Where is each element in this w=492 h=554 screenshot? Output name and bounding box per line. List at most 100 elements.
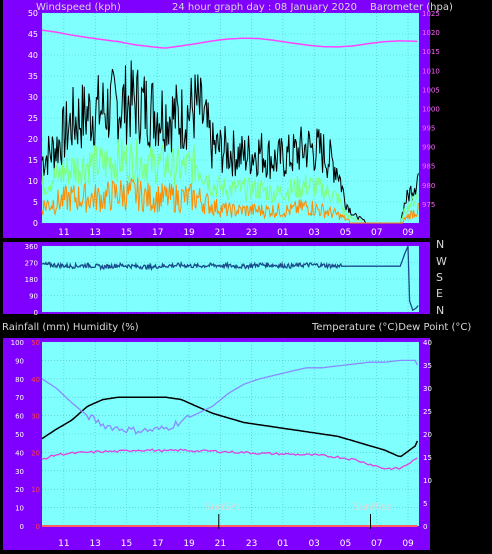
temperature-line: [41, 396, 419, 458]
barometer-tick-label-9: 1020: [422, 29, 440, 37]
sunset-label: SunSet: [205, 502, 241, 513]
barometer-tick-label-10: 1025: [422, 10, 440, 18]
barometer-tick-label-6: 1005: [422, 86, 440, 94]
sunrise-label: SunRise: [353, 502, 393, 513]
temp-x-tick-label-8: 03: [308, 539, 319, 549]
wind-x-tick-label-9: 05: [340, 228, 351, 238]
humidity-line: [41, 359, 418, 435]
temp-x-tick-label-11: 09: [402, 539, 414, 549]
wind-axis-title: Windspeed (kph): [36, 2, 121, 13]
compass-west: W: [436, 255, 447, 268]
wind-direction-line: [41, 245, 419, 312]
wind-tick-label-6: 30: [28, 93, 38, 102]
barometer-tick-label-7: 1010: [422, 67, 440, 75]
temperature-tick-label-7: 35: [423, 362, 432, 370]
compass-north-bottom: N: [436, 304, 444, 317]
barometer-tick-label-1: 980: [422, 182, 435, 190]
humidity-tick-label-0: 0: [20, 523, 24, 531]
wind-x-tick-label-3: 17: [152, 228, 163, 238]
temperature-grid: [42, 341, 419, 527]
humidity-tick-label-9: 90: [15, 357, 24, 365]
wind-tick-label-10: 50: [28, 9, 38, 18]
wind-tick-label-5: 25: [28, 114, 38, 123]
wind-tick-label-0: 0: [33, 219, 38, 228]
temp-x-tick-label-3: 17: [152, 539, 163, 549]
direction-tick-label-3: 270: [25, 260, 38, 268]
temp-x-tick-label-5: 21: [215, 539, 226, 549]
compass-south: S: [436, 271, 443, 284]
wind-series: [41, 29, 419, 224]
temp-x-tick-label-4: 19: [183, 539, 195, 549]
temperature-tick-label-8: 40: [423, 339, 432, 347]
wind-x-tick-label-8: 03: [308, 228, 319, 238]
wind-x-tick-label-6: 23: [246, 228, 257, 238]
temperature-tick-label-6: 30: [423, 385, 432, 393]
temp-x-tick-label-10: 07: [371, 539, 382, 549]
rain-tick-label-1: 10: [31, 486, 40, 494]
barometer-tick-label-5: 1000: [422, 105, 440, 113]
temp-x-tick-label-9: 05: [340, 539, 351, 549]
wind-gust-line: [41, 60, 419, 224]
humidity-tick-label-5: 50: [15, 431, 24, 439]
humidity-tick-label-3: 30: [15, 468, 24, 476]
direction-plot-area: [42, 246, 419, 312]
wind-tick-label-8: 40: [28, 51, 38, 60]
graph-title: 24 hour graph day : 08 January 2020: [172, 2, 357, 13]
compass-north-top: N: [436, 238, 444, 251]
wind-tick-label-1: 5: [33, 198, 38, 207]
humidity-tick-label-8: 80: [15, 376, 24, 384]
temp-x-tick-label-7: 01: [277, 539, 288, 549]
direction-tick-label-2: 180: [25, 276, 38, 284]
barometer-line: [41, 29, 418, 49]
barometer-tick-label-2: 985: [422, 163, 435, 171]
wind-x-tick-label-11: 09: [402, 228, 414, 238]
humidity-tick-label-1: 10: [15, 505, 24, 513]
wind-x-tick-label-7: 01: [277, 228, 288, 238]
wind-tick-label-7: 35: [28, 72, 38, 81]
temperature-tick-label-1: 5: [423, 500, 427, 508]
axis-ticks: 0510152025303540455097598098599099510001…: [11, 9, 440, 549]
humidity-tick-label-7: 70: [15, 394, 24, 402]
rain-humidity-axis-title: Rainfall (mm) Humidity (%): [2, 322, 139, 333]
temperature-axis-title: Temperature (°C)Dew Point (°C): [311, 322, 471, 333]
direction-tick-label-0: 0: [34, 309, 38, 317]
wind-lull-line: [41, 177, 419, 224]
rain-tick-label-4: 40: [31, 376, 40, 384]
barometer-axis-title: Barometer (hpa): [370, 2, 453, 13]
humidity-tick-label-2: 20: [15, 486, 24, 494]
wind-average-line: [41, 138, 419, 224]
humidity-tick-label-6: 60: [15, 413, 24, 421]
temperature-plot-area: [42, 342, 419, 526]
wind-x-tick-label-10: 07: [371, 228, 382, 238]
barometer-tick-label-3: 990: [422, 144, 435, 152]
barometer-tick-label-4: 995: [422, 125, 435, 133]
barometer-tick-label-8: 1015: [422, 48, 440, 56]
humidity-tick-label-10: 100: [11, 339, 24, 347]
wind-x-tick-label-4: 19: [183, 228, 195, 238]
rain-tick-label-0: 0: [36, 523, 40, 531]
temp-x-tick-label-1: 13: [89, 539, 100, 549]
temp-x-tick-label-0: 11: [58, 539, 69, 549]
wind-x-tick-label-2: 15: [121, 228, 132, 238]
direction-series: [41, 245, 419, 312]
temperature-tick-label-3: 15: [423, 454, 432, 462]
dewpoint-line: [41, 448, 418, 471]
temperature-tick-label-5: 25: [423, 408, 432, 416]
wind-x-tick-label-0: 11: [58, 228, 69, 238]
wind-x-tick-label-5: 21: [215, 228, 226, 238]
temperature-series: [41, 359, 419, 529]
temp-x-tick-label-6: 23: [246, 539, 257, 549]
rain-tick-label-3: 30: [31, 413, 40, 421]
rain-tick-label-2: 20: [31, 449, 40, 457]
barometer-tick-label-0: 975: [422, 201, 435, 209]
temp-x-tick-label-2: 15: [121, 539, 132, 549]
wind-x-tick-label-1: 13: [89, 228, 100, 238]
wind-tick-label-9: 45: [28, 30, 38, 39]
wind-tick-label-3: 15: [28, 156, 38, 165]
temperature-tick-label-0: 0: [423, 523, 427, 531]
rain-tick-label-5: 50: [31, 339, 40, 347]
wind-tick-label-2: 10: [28, 177, 38, 186]
direction-tick-label-4: 360: [25, 243, 38, 251]
humidity-tick-label-4: 40: [15, 449, 24, 457]
